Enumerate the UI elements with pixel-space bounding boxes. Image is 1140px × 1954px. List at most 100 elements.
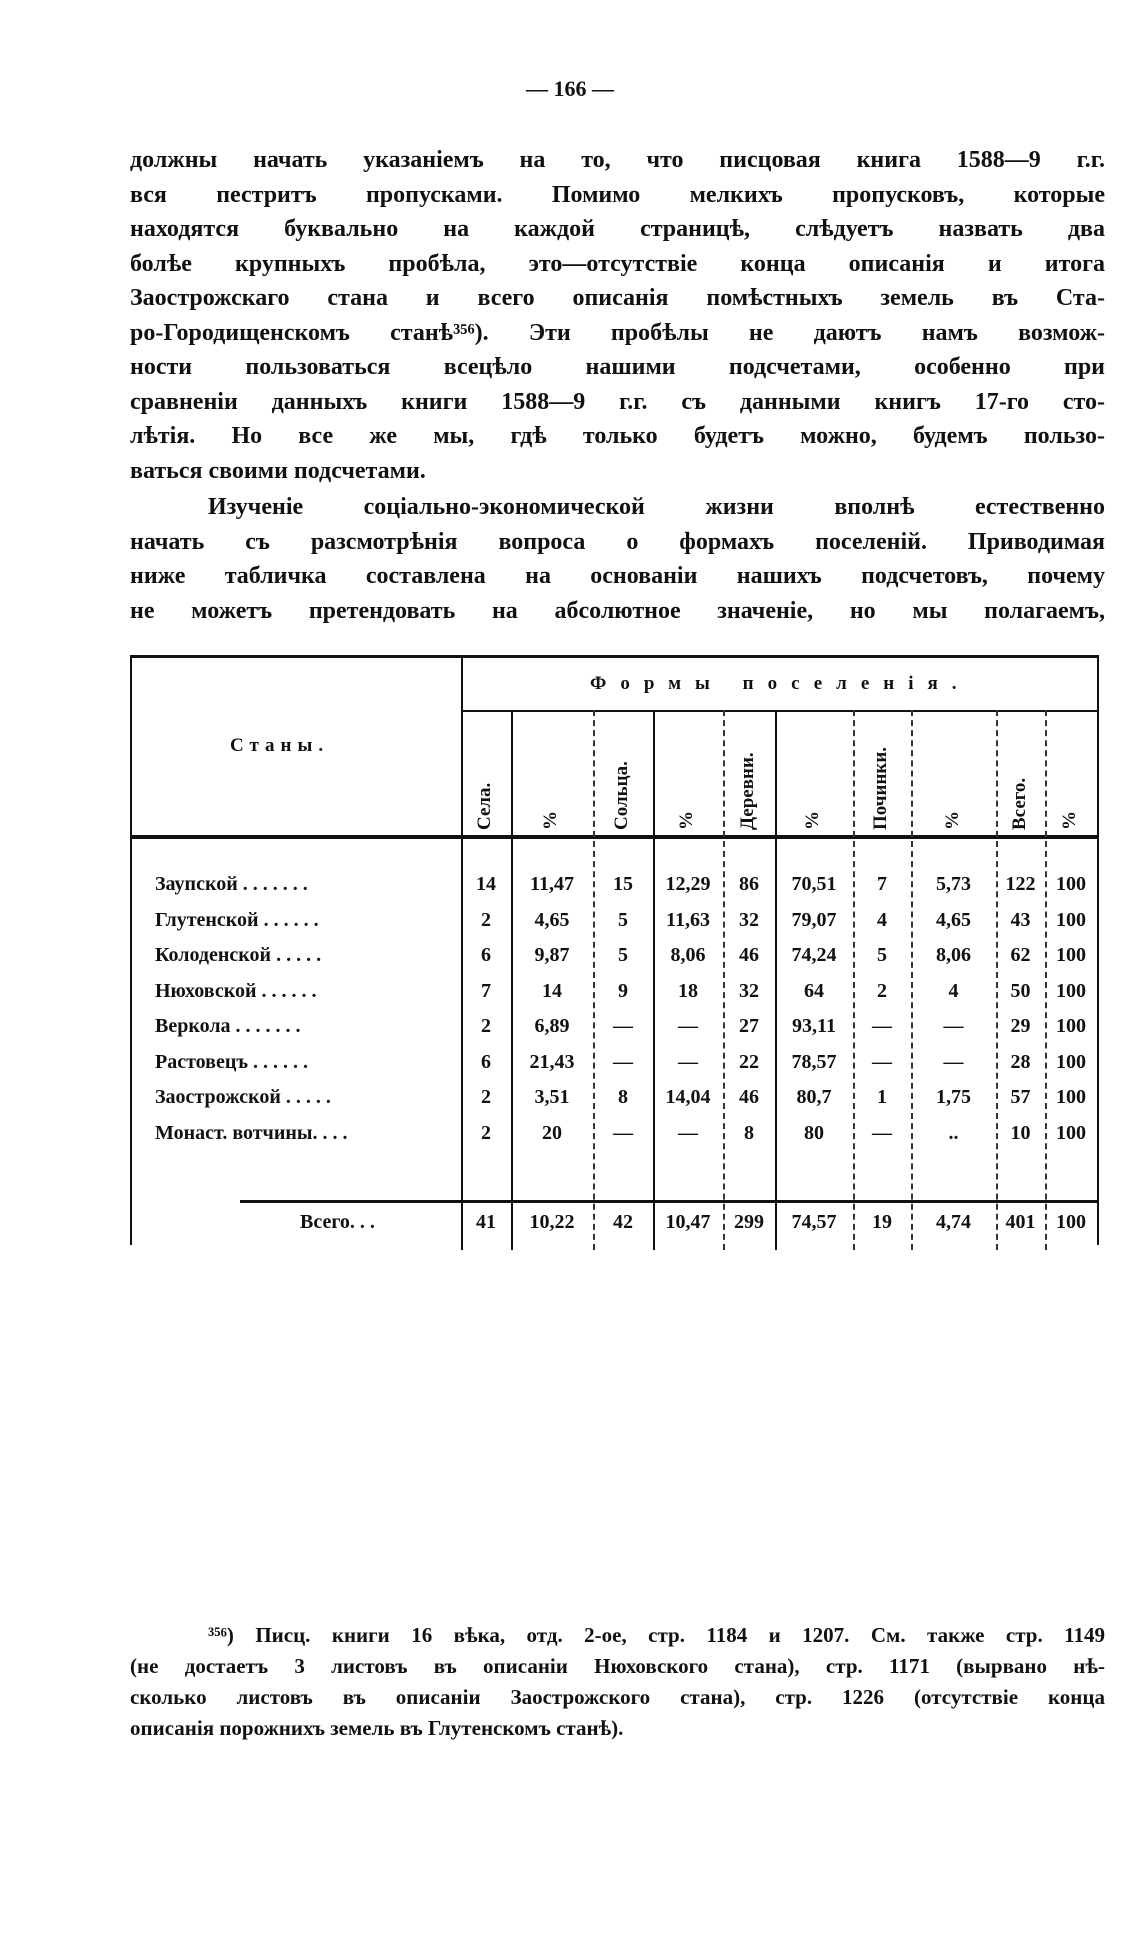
column-header: Деревни. (737, 752, 758, 830)
table-cell: 4,65 (936, 908, 971, 931)
table-cell: 3,51 (534, 1086, 570, 1108)
table-cell: 20 (542, 1121, 562, 1144)
column-header: % (676, 811, 697, 830)
table-cell: 7 (481, 979, 491, 1002)
table-cell: 100 (1056, 873, 1086, 895)
column-divider (593, 710, 595, 1250)
column-divider (911, 710, 913, 1250)
table-cell: 8,06 (936, 944, 971, 966)
table-cell: 100 (1056, 1050, 1086, 1073)
table-cell: 70,51 (791, 873, 837, 895)
text-line: Изученіе соціально-экономической жизни в… (208, 494, 1105, 520)
footnote: ³⁵⁶) Писц. книги 16 вѣка, отд. 2-ое, стр… (130, 1620, 1105, 1744)
table-cell: 6,89 (534, 1015, 570, 1037)
table-cell: 15 (613, 873, 633, 895)
table-cell: 9,87 (534, 944, 570, 966)
table-cell: 122 (1005, 873, 1036, 895)
column-header: % (941, 811, 963, 830)
table-cell: 32 (739, 908, 759, 931)
table-cell: 5 (877, 944, 887, 966)
settlement-forms-table: Станы. Формы поселенія. Села.% Сольца.% Де… (130, 655, 1099, 1250)
table-cell: 10,47 (665, 1211, 711, 1233)
table-top-rule (130, 655, 1097, 658)
table-cell: 6 (481, 944, 491, 966)
table-cell: 9 (618, 979, 628, 1002)
table-cell: — (943, 1015, 964, 1037)
table-cell: 100 (1056, 944, 1086, 966)
table-cell: 2 (481, 1086, 491, 1108)
table-cell: — (678, 1050, 698, 1073)
stub-divider (461, 655, 463, 1250)
table-cell: — (872, 1015, 892, 1037)
group-header: Формы поселенія. (590, 673, 971, 694)
table-cell: 74,24 (791, 944, 837, 966)
table-cell: 46 (739, 1086, 759, 1108)
table-cell: 100 (1056, 1015, 1086, 1037)
text-line: находятся буквально на каждой страницѣ, … (130, 216, 1105, 242)
table-left-border (130, 655, 132, 1245)
table-cell: 50 (1010, 979, 1031, 1002)
table-cell: 42 (613, 1211, 633, 1233)
stan-name: Заупской . . . . . . . (155, 873, 308, 895)
table-cell: 86 (739, 873, 759, 895)
table-cell: 2 (481, 908, 491, 931)
table-cell: 12,29 (665, 873, 711, 895)
total-rule (240, 1200, 1097, 1203)
table-cell: — (872, 1050, 892, 1073)
paragraph-1: должны начать указаніемъ на то, что писц… (130, 143, 1105, 488)
table-cell: 43 (1010, 908, 1031, 931)
table-row: Заупской . . . . . . . 14 11,47 15 12,29 86 70… (130, 873, 1097, 903)
table-cell: 29 (1010, 1015, 1031, 1037)
stan-name: Монаст. вотчины. . . . (155, 1121, 348, 1144)
column-divider (996, 710, 998, 1250)
table-cell: 4,74 (936, 1211, 971, 1233)
text-line: ро-Городищенскомъ станѣ³⁵⁶). Эти пробѣлы… (130, 319, 1105, 346)
table-cell: 6 (481, 1050, 491, 1073)
table-cell: — (943, 1050, 964, 1073)
table-cell: — (613, 1050, 633, 1073)
column-header: Сольца. (611, 761, 632, 830)
column-header: % (540, 811, 561, 830)
paragraph-2: Изученіе соціально-экономической жизни в… (130, 490, 1105, 628)
stan-name: Заострожской . . . . . (155, 1086, 331, 1108)
text-line: ности пользоваться всецѣло нашими подсче… (130, 354, 1105, 380)
text-line: ниже табличка составлена на основаніи на… (130, 563, 1105, 589)
stub-header: Станы. (230, 735, 330, 756)
table-cell: 14 (476, 873, 496, 895)
table-cell: 11,63 (666, 908, 710, 931)
table-cell: — (613, 1015, 633, 1037)
table-cell: 41 (476, 1211, 496, 1233)
text-line: должны начать указаніемъ на то, что писц… (130, 147, 1105, 173)
table-row: Нюховской . . . . . . 7 14 9 18 32 64 2 4 50 100 (130, 980, 1097, 1010)
table-cell: 8 (744, 1121, 754, 1144)
column-divider (775, 710, 777, 1250)
table-cell: — (613, 1121, 633, 1144)
column-header: Всего. (1008, 777, 1030, 830)
table-cell: 4 (877, 908, 887, 931)
table-cell: 100 (1056, 1211, 1086, 1233)
column-header: Починки. (870, 746, 891, 830)
table-row: Растовецъ . . . . . . 6 21,43 — — 22 78,57 — — 28… (130, 1051, 1097, 1081)
table-cell: 2 (481, 1121, 491, 1144)
table-cell: — (872, 1121, 892, 1144)
table-cell: 8 (618, 1086, 628, 1108)
table-cell: 1,75 (936, 1086, 971, 1108)
table-cell: 5 (618, 908, 628, 931)
table-cell: 27 (739, 1015, 759, 1037)
table-row: Колоденской . . . . . 6 9,87 5 8,06 46 74,24 5 8… (130, 944, 1097, 974)
table-row: Монаст. вотчины. . . . 2 20 — — 8 80 —.. 10 100 (130, 1122, 1097, 1152)
text-line: ³⁵⁶) Писц. книги 16 вѣка, отд. 2-ое, стр… (208, 1623, 1105, 1647)
text-line: (не достаетъ 3 листовъ въ описаніи Нюхов… (130, 1654, 1105, 1678)
table-right-border (1097, 655, 1099, 1245)
column-divider (511, 710, 513, 1250)
table-cell: 4,65 (534, 908, 570, 931)
table-cell: 1 (877, 1086, 887, 1108)
stan-name: Нюховской . . . . . . (155, 979, 317, 1002)
table-cell: 18 (678, 979, 698, 1002)
text-line: описанія порожнихъ земель въ Глутенскомъ… (130, 1716, 624, 1740)
table-cell: 10 (1010, 1121, 1031, 1144)
column-divider (653, 710, 655, 1250)
column-divider (723, 710, 725, 1250)
table-cell: 14,04 (665, 1086, 711, 1108)
table-row: Веркола . . . . . . . 2 6,89 — — 27 93,11 — — 29 1… (130, 1015, 1097, 1045)
